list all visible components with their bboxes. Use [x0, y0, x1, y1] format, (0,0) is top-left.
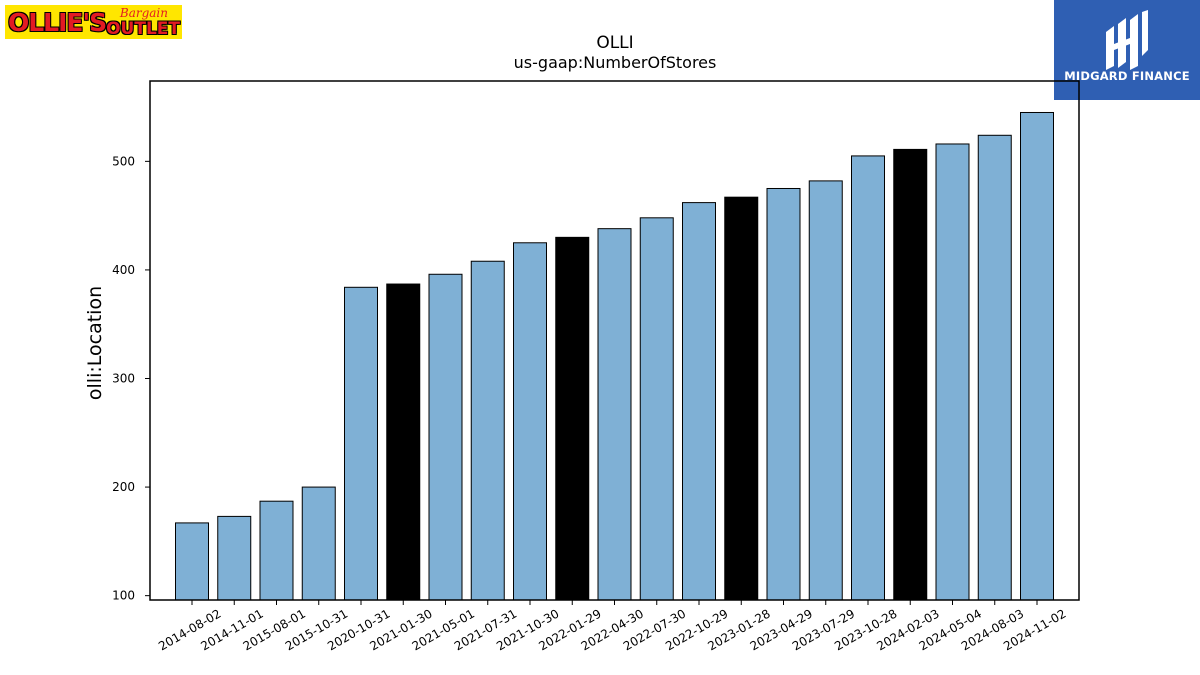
- y-tick-label: 200: [112, 480, 135, 494]
- ollies-logo-word: OLLIE'S: [8, 7, 107, 37]
- midgard-finance-name: MIDGARD FINANCE: [1064, 69, 1190, 83]
- y-tick-label: 400: [112, 263, 135, 277]
- bar-2021-10-30: [513, 242, 547, 601]
- bar-2014-11-01: [217, 515, 252, 601]
- bar-2015-10-31: [301, 486, 336, 601]
- bar-2023-04-29: [766, 187, 801, 601]
- ollies-logo-bargain: Bargain: [119, 6, 168, 20]
- bar-2022-01-29: [555, 236, 590, 601]
- bar-2022-07-30: [639, 217, 674, 601]
- bar-2024-05-04: [935, 143, 970, 601]
- bar-2021-07-31: [470, 260, 505, 601]
- bars-group: [175, 111, 1054, 601]
- bar-2024-02-03: [893, 148, 928, 601]
- bar-2021-01-30: [386, 283, 421, 601]
- bar-2022-10-29: [682, 202, 716, 601]
- y-tick-label: 500: [112, 154, 135, 168]
- midgard-mark-icon: [1106, 10, 1148, 70]
- bar-2021-05-01: [428, 273, 463, 601]
- ollies-logo: OLLIE'S Bargain OUTLET: [5, 5, 182, 39]
- chart-subtitle: us-gaap:NumberOfStores: [514, 53, 717, 72]
- y-tick-label: 100: [112, 589, 135, 603]
- bar-2023-01-28: [724, 196, 759, 601]
- plot-frame: [149, 80, 1080, 601]
- bar-2014-08-02: [175, 522, 209, 601]
- bar-2015-08-01: [259, 500, 294, 601]
- bar-2020-10-31: [344, 286, 378, 601]
- y-axis-label: olli:Location: [84, 286, 106, 400]
- ollies-logo-outlet: OUTLET: [106, 19, 180, 39]
- bar-2022-04-30: [597, 228, 632, 601]
- bar-2023-07-29: [808, 180, 843, 601]
- bar-2023-10-28: [851, 155, 885, 601]
- chart-title: OLLI: [596, 33, 633, 53]
- bar-2024-08-03: [977, 134, 1012, 601]
- bar-2024-11-02: [1020, 111, 1054, 601]
- y-tick-label: 300: [112, 372, 135, 386]
- y-ticks-group: 100 200 300 400 500: [112, 154, 150, 603]
- x-ticks-group: 2014-08-022014-11-012015-08-012015-10-31…: [156, 600, 1069, 653]
